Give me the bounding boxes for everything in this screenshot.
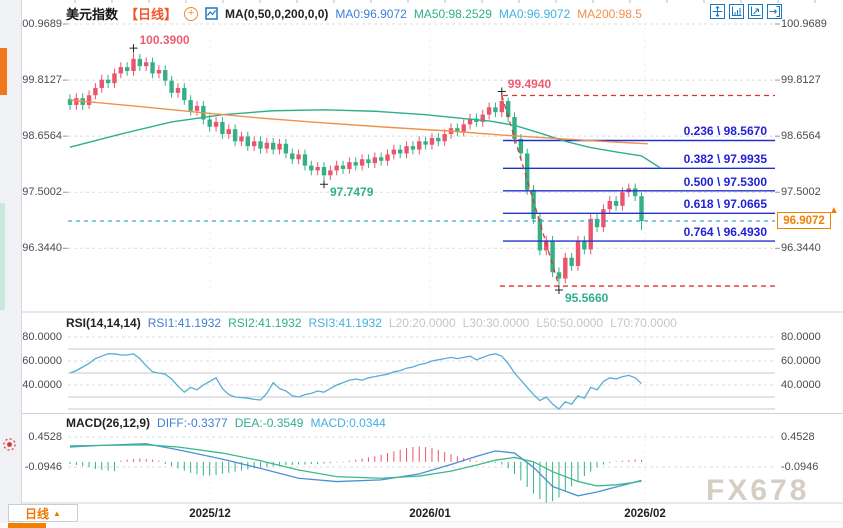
left-sidebar xyxy=(0,0,22,528)
rsi-axis-label-right: 60.0000 xyxy=(781,355,821,367)
watermark: FX678 xyxy=(706,474,810,507)
price-axis-label-right: 98.6564 xyxy=(781,130,821,143)
macd-axis-label-left: 0.4528 xyxy=(28,431,62,443)
tab-daily-label: 日线 xyxy=(25,506,50,521)
swing-price-label: 95.5660 xyxy=(564,291,609,306)
fibonacci-level-label: 0.236 \ 98.5670 xyxy=(683,124,767,139)
macd-panel-header: MACD(26,12,9) DIFF:-0.3377 DEA:-0.3549 M… xyxy=(66,416,386,430)
main-chart-header: 美元指数 【日线】 MA(0,50,0,200,0,0) MA0:96.9072… xyxy=(66,4,642,23)
fibonacci-level-label: 0.382 \ 97.9935 xyxy=(683,152,767,167)
pan-crosshair-icon[interactable] xyxy=(710,4,725,19)
ma200-line xyxy=(69,99,648,145)
rsi-axis-label-right: 80.0000 xyxy=(781,331,821,343)
chart-toolbar xyxy=(710,4,782,19)
swing-price-label: 97.7479 xyxy=(330,185,374,200)
period-tag: 【日线】 xyxy=(125,7,178,22)
swing-price-label: 99.4940 xyxy=(507,76,552,91)
indicator-chart-icon[interactable] xyxy=(205,7,218,20)
price-axis-label-left: 97.5002 xyxy=(22,186,62,199)
macd-diff-line xyxy=(69,443,642,497)
date-axis-label: 2025/12 xyxy=(189,508,231,520)
ma200-value: MA200:98.5 xyxy=(577,6,642,21)
macd-axis-label-left: -0.0946 xyxy=(24,460,62,473)
rsi-level-l50: L50:50.0000 xyxy=(536,316,604,330)
axis-scale-icon[interactable] xyxy=(729,4,744,19)
price-axis-label-left: 100.9689 xyxy=(16,18,62,30)
fibonacci-level-label: 0.618 \ 97.0665 xyxy=(683,197,767,212)
sidebar-teal-indicator xyxy=(0,203,5,310)
rsi1-value: RSI1:41.1932 xyxy=(147,316,222,330)
fibonacci-level-label: 0.764 \ 96.4930 xyxy=(683,225,767,240)
collapse-panel-icon[interactable] xyxy=(767,4,782,19)
sidebar-orange-indicator xyxy=(0,48,7,95)
tab-daily-period[interactable]: 日线 ▲ xyxy=(8,504,78,522)
ma-settings-label: MA(0,50,0,200,0,0) xyxy=(225,6,329,21)
ma50-line xyxy=(69,109,661,169)
price-axis-label-right: 99.8127 xyxy=(781,74,821,87)
ma0-value: MA0:96.9072 xyxy=(335,6,407,21)
macd-diff-value: DIFF:-0.3377 xyxy=(157,416,228,430)
rsi-axis-label-right: 40.0000 xyxy=(781,379,821,391)
rsi2-value: RSI2:41.1932 xyxy=(228,316,302,330)
ma50-value: MA50:98.2529 xyxy=(413,6,492,21)
rsi-axis-label-left: 80.0000 xyxy=(22,331,62,343)
macd-settings-label: MACD(26,12,9) xyxy=(66,416,151,430)
latest-bar-arrow-icon[interactable] xyxy=(829,205,839,216)
macd-dea-line xyxy=(69,444,642,487)
macd-hist-value: MACD:0.0344 xyxy=(310,416,386,430)
rsi3-value: RSI3:41.1932 xyxy=(308,316,382,330)
ma0-second-value: MA0:96.9072 xyxy=(498,6,571,21)
rsi-line xyxy=(69,353,642,410)
price-axis-label-left: 98.6564 xyxy=(22,130,62,143)
bottom-partial-row xyxy=(0,523,843,528)
price-axis-label-left: 96.3440 xyxy=(22,242,62,255)
rsi-axis-label-left: 40.0000 xyxy=(22,379,62,391)
symbol-name: 美元指数 xyxy=(66,7,119,22)
rsi-level-l30: L30:30.0000 xyxy=(462,316,530,330)
macd-axis-label-right: -0.0946 xyxy=(781,460,819,473)
price-axis-label-right: 97.5002 xyxy=(781,186,821,199)
swing-price-label: 100.3900 xyxy=(139,33,190,48)
date-axis-label: 2026/02 xyxy=(624,508,666,520)
axis-pan-icon[interactable] xyxy=(748,4,763,19)
fibonacci-level-label: 0.500 \ 97.5300 xyxy=(683,174,767,189)
add-indicator-icon[interactable] xyxy=(184,6,199,21)
date-axis-label: 2026/01 xyxy=(409,508,451,520)
bottom-orange-tab[interactable] xyxy=(8,523,46,528)
price-axis-label-right: 96.3440 xyxy=(781,242,821,255)
rsi-level-l70: L70:70.0000 xyxy=(610,316,677,330)
rsi-panel-header: RSI(14,14,14) RSI1:41.1932 RSI2:41.1932 … xyxy=(66,316,677,330)
macd-axis-label-right: 0.4528 xyxy=(781,431,815,443)
price-axis-label-right: 100.9689 xyxy=(781,18,827,30)
rsi-settings-label: RSI(14,14,14) xyxy=(66,316,141,330)
tab-collapse-arrow-icon: ▲ xyxy=(53,508,61,518)
current-price-box: 96.9072 xyxy=(777,212,831,230)
rsi-axis-label-left: 60.0000 xyxy=(22,355,62,367)
rsi-level-l20: L20:20.0000 xyxy=(388,316,456,330)
macd-dea-value: DEA:-0.3549 xyxy=(234,416,304,430)
alert-live-icon[interactable] xyxy=(2,437,17,452)
price-axis-label-left: 99.8127 xyxy=(22,74,62,87)
